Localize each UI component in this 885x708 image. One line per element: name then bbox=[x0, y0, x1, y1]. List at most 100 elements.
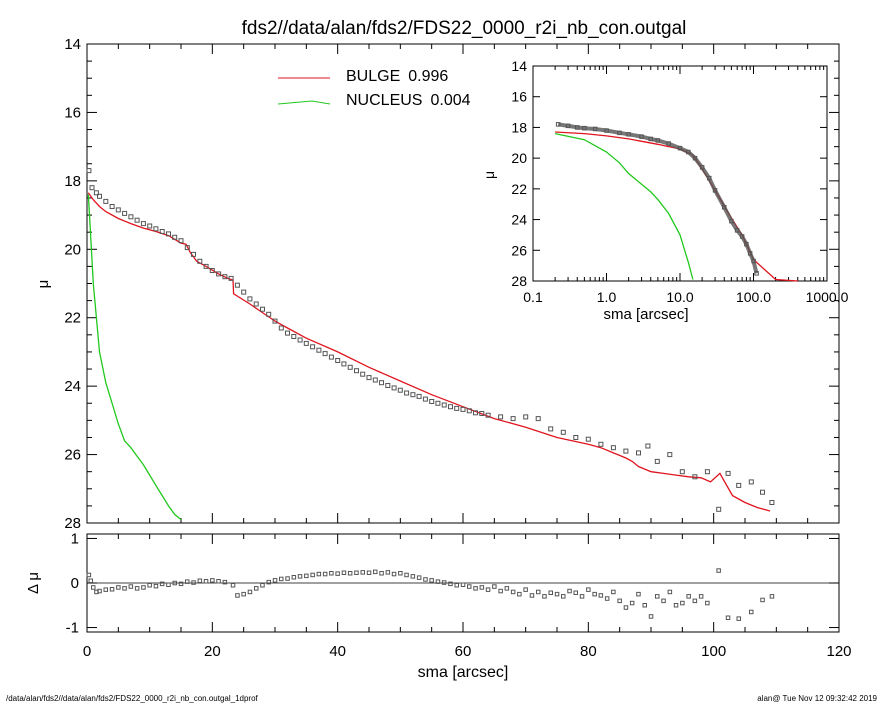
inset-data-point-0 bbox=[555, 122, 561, 127]
main-data-point-9 bbox=[134, 217, 140, 223]
figure-title: fds2//data/alan/fds2/FDS22_0000_r2i_nb_c… bbox=[242, 18, 687, 39]
main-data-point-54 bbox=[416, 393, 422, 399]
inset-y-tick-label-6: 26 bbox=[511, 242, 527, 258]
main-y-tick-label-1: 16 bbox=[64, 104, 81, 121]
main-data-point-87 bbox=[748, 479, 754, 485]
main-series-nucleus-line bbox=[87, 194, 182, 521]
residual-point-42 bbox=[335, 571, 340, 576]
inset-y-tick-label-1: 16 bbox=[511, 89, 527, 105]
inset-data-point-2 bbox=[575, 125, 580, 130]
main-data-point-21 bbox=[209, 268, 215, 273]
main-data-point-39 bbox=[322, 351, 328, 357]
inset-y-tick-label-7: 28 bbox=[511, 273, 527, 289]
inset-data-point-7 bbox=[626, 132, 631, 137]
main-data-point-47 bbox=[372, 377, 378, 383]
residual-x-tick-label-5: 100 bbox=[701, 643, 726, 660]
main-data-point-31 bbox=[272, 318, 278, 324]
residual-point-66 bbox=[485, 587, 491, 592]
legend-label-bulge: BULGE 0.996 bbox=[346, 68, 448, 85]
residual-point-60 bbox=[448, 581, 453, 587]
main-data-point-73 bbox=[585, 436, 591, 442]
main-data-point-37 bbox=[310, 344, 316, 350]
legend-swatch-nucleus bbox=[277, 100, 331, 105]
residual-series bbox=[86, 568, 775, 621]
main-data-point-42 bbox=[341, 361, 347, 367]
inset-data-point-3 bbox=[582, 125, 587, 131]
inset-series bbox=[554, 122, 798, 282]
main-data-point-80 bbox=[667, 452, 673, 458]
residual-x-tick-label-4: 80 bbox=[580, 643, 597, 660]
residual-point-78 bbox=[561, 594, 566, 599]
main-data-point-52 bbox=[404, 390, 410, 396]
inset-x-axis-label: sma [arcsec] bbox=[603, 306, 688, 323]
residual-point-57 bbox=[429, 578, 434, 583]
residual-point-75 bbox=[542, 594, 547, 599]
residual-point-65 bbox=[479, 585, 485, 590]
residual-point-48 bbox=[373, 569, 378, 575]
residual-point-56 bbox=[423, 577, 428, 582]
residual-point-39 bbox=[316, 571, 322, 577]
residual-point-15 bbox=[166, 582, 171, 587]
inset-x-tick-label-1: 1.0 bbox=[597, 289, 617, 305]
legend-value-bulge: 0.996 bbox=[408, 68, 448, 85]
inset-data-point-14 bbox=[692, 155, 698, 161]
main-data-point-63 bbox=[473, 410, 478, 416]
inset-data-point-5 bbox=[604, 128, 609, 133]
main-y-tick-label-4: 22 bbox=[64, 310, 81, 327]
residual-point-70 bbox=[510, 589, 516, 595]
residual-point-38 bbox=[310, 572, 315, 578]
legend-entry-bulge: BULGE 0.996 bbox=[278, 68, 448, 85]
residual-point-90 bbox=[636, 591, 641, 597]
main-data-point-23 bbox=[222, 274, 228, 280]
residual-point-55 bbox=[416, 575, 422, 580]
main-data-point-58 bbox=[441, 402, 447, 408]
main-data-point-10 bbox=[140, 221, 146, 227]
footer-file-path: /data/alan/fds2//data/alan/fds2/FDS22_00… bbox=[6, 694, 258, 703]
residual-point-19 bbox=[191, 580, 196, 585]
main-y-tick-label-3: 20 bbox=[64, 241, 81, 258]
residual-point-20 bbox=[197, 578, 203, 583]
residual-point-2 bbox=[91, 585, 96, 590]
residual-point-37 bbox=[304, 573, 309, 579]
inset-x-tick-label-0: 0.1 bbox=[523, 289, 543, 305]
residual-point-22 bbox=[210, 578, 215, 583]
main-data-point-68 bbox=[523, 414, 529, 420]
residual-point-89 bbox=[629, 600, 635, 606]
main-data-point-2 bbox=[93, 190, 99, 196]
residual-point-26 bbox=[235, 593, 240, 598]
residual-point-95 bbox=[667, 589, 673, 595]
main-data-point-30 bbox=[266, 311, 272, 317]
residual-point-68 bbox=[498, 588, 503, 594]
inset-data-point-9 bbox=[648, 136, 653, 142]
residual-point-83 bbox=[592, 591, 597, 597]
inset-data-point-10 bbox=[655, 138, 661, 143]
residual-point-40 bbox=[322, 571, 328, 577]
residual-point-41 bbox=[329, 571, 334, 576]
main-data-point-41 bbox=[335, 358, 341, 363]
main-y-tick-label-7: 28 bbox=[64, 515, 81, 532]
main-data-point-84 bbox=[716, 506, 722, 512]
main-data-point-25 bbox=[234, 282, 240, 288]
inset-y-tick-label-3: 20 bbox=[511, 150, 527, 166]
residual-point-0 bbox=[86, 572, 92, 578]
residual-point-80 bbox=[573, 590, 578, 595]
residual-point-86 bbox=[611, 589, 616, 595]
residual-point-1 bbox=[88, 578, 93, 583]
main-data-point-57 bbox=[435, 400, 441, 406]
legend-name-nucleus: NUCLEUS bbox=[346, 92, 422, 109]
residual-point-5 bbox=[103, 587, 108, 592]
residual-point-97 bbox=[680, 600, 685, 606]
main-data-point-72 bbox=[573, 435, 579, 440]
main-data-point-4 bbox=[103, 198, 109, 204]
main-data-point-6 bbox=[115, 207, 121, 213]
residual-point-51 bbox=[391, 571, 397, 577]
residual-point-67 bbox=[492, 584, 497, 589]
residual-point-87 bbox=[617, 598, 622, 604]
main-y-tick-label-0: 14 bbox=[64, 36, 81, 53]
inset-series-nucleus-line bbox=[554, 132, 694, 280]
main-data-point-20 bbox=[203, 263, 209, 269]
inset-data-point-8 bbox=[639, 134, 644, 139]
residual-point-30 bbox=[260, 583, 265, 588]
